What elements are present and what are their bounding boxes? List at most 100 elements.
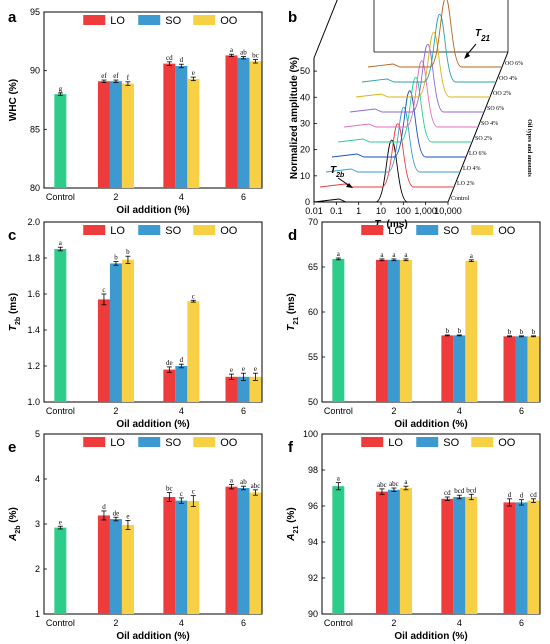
- x-tick-label: 0.1: [330, 206, 343, 216]
- significance-label: b: [508, 328, 512, 336]
- bar-LO-6: [225, 486, 238, 614]
- bar-OO-2: [399, 259, 412, 402]
- bar-LO-6: [225, 55, 238, 189]
- series-label: LO 2%: [457, 181, 475, 187]
- y-tick-label: 30: [300, 118, 310, 128]
- plot-frame: [321, 433, 541, 615]
- significance-label: de: [113, 509, 120, 517]
- y-tick-label: 1.8: [27, 253, 40, 263]
- bar-control: [332, 258, 345, 402]
- bar-SO-2: [109, 519, 122, 614]
- significance-label: bcd: [466, 486, 477, 494]
- bar-OO-6: [249, 492, 262, 614]
- panel-letter: c: [8, 227, 16, 244]
- legend-swatch-OO: [193, 225, 216, 235]
- y-tick-label: 50: [300, 66, 310, 76]
- bar-control: [54, 249, 67, 402]
- bar-SO-4: [453, 335, 466, 402]
- bar-LO-4: [441, 335, 454, 402]
- y-tick-label: 5: [35, 429, 40, 439]
- y-tick-label: 50: [308, 397, 318, 407]
- bar-SO-4: [175, 500, 188, 614]
- x-tick-label: Control: [324, 618, 353, 628]
- x-tick-label: 1: [356, 206, 361, 216]
- y-tick-label: 92: [308, 573, 318, 583]
- y-tick-label: 3: [35, 519, 40, 529]
- x-tick-label: 4: [179, 618, 184, 628]
- bar-LO-6: [503, 502, 516, 614]
- legend-swatch-SO: [416, 437, 439, 447]
- significance-label: e: [126, 512, 129, 520]
- series-line-9: [367, 0, 502, 68]
- significance-label: a: [470, 252, 474, 260]
- significance-label: e: [242, 365, 245, 373]
- x-tick-label: 4: [457, 406, 462, 416]
- significance-label: ab: [240, 478, 247, 486]
- x-tick-label: 6: [241, 192, 246, 202]
- series-label: OO 6%: [505, 61, 523, 67]
- bar-SO-6: [237, 376, 250, 402]
- legend-label-OO: OO: [498, 437, 516, 449]
- significance-label: a: [230, 46, 234, 54]
- significance-label: a: [392, 251, 396, 259]
- legend-label-LO: LO: [388, 225, 403, 237]
- bar-LO-4: [163, 497, 176, 614]
- bar-OO-2: [399, 488, 412, 614]
- y-tick-label: 80: [30, 183, 40, 193]
- x-tick-label: Control: [46, 406, 75, 416]
- panel-c: 1.0 1.2 1.4 1.6 1.8 2.0 a Control 2 c bb 4 de d c 6 e e e L…: [8, 217, 263, 430]
- bar-OO-4: [187, 301, 200, 402]
- legend-swatch-LO: [361, 437, 384, 447]
- y-axis-label: T2b (ms): [8, 293, 22, 331]
- bar-SO-2: [109, 263, 122, 402]
- legend-swatch-OO: [193, 15, 216, 25]
- bar-LO-2: [97, 299, 110, 402]
- x-tick-label: Control: [46, 192, 75, 202]
- series-line-8: [361, 13, 496, 83]
- x-axis-label: Oil addition (%): [394, 419, 467, 430]
- bar-OO-4: [465, 497, 478, 614]
- significance-label: cd: [166, 54, 173, 62]
- significance-label: c: [192, 292, 195, 300]
- bar-SO-4: [175, 366, 188, 402]
- legend-label-LO: LO: [110, 437, 125, 449]
- series-line-3: [331, 90, 466, 158]
- bar-LO-4: [163, 369, 176, 402]
- significance-label: abc: [389, 480, 399, 488]
- significance-label: c: [192, 488, 195, 496]
- significance-label: d: [520, 492, 524, 500]
- legend-label-SO: SO: [443, 225, 459, 237]
- series-label: LO 4%: [463, 166, 481, 172]
- significance-label: a: [59, 239, 63, 247]
- series-label: OO 4%: [499, 76, 517, 82]
- bar-OO-4: [465, 260, 478, 402]
- y-tick-label: 1: [35, 609, 40, 619]
- y-tick-label: 55: [308, 352, 318, 362]
- legend-label-OO: OO: [220, 225, 238, 237]
- x-tick-label: 6: [241, 406, 246, 416]
- significance-label: b: [520, 328, 524, 336]
- legend-label-OO: OO: [220, 437, 238, 449]
- arrowhead-t21: [464, 52, 470, 59]
- back-edge: [313, 0, 338, 59]
- x-axis-label: Oil addition (%): [116, 631, 189, 642]
- significance-label: a: [404, 251, 408, 259]
- significance-label: cd: [530, 491, 537, 499]
- y-tick-label: 0: [305, 197, 310, 207]
- significance-label: cd: [444, 489, 451, 497]
- legend-swatch-OO: [471, 437, 494, 447]
- x-axis-label: Oil addition (%): [394, 631, 467, 642]
- significance-label: d: [102, 503, 106, 511]
- y-tick-label: 96: [308, 501, 318, 511]
- significance-label: ab: [240, 49, 247, 57]
- legend-swatch-SO: [138, 15, 161, 25]
- bar-LO-4: [441, 498, 454, 614]
- significance-label: d: [508, 491, 512, 499]
- legend-swatch-LO: [83, 437, 106, 447]
- y-axis-label: Normalized amplitude (%): [289, 57, 300, 179]
- bar-LO-6: [503, 336, 516, 402]
- significance-label: b: [446, 327, 450, 335]
- significance-label: a: [337, 475, 341, 483]
